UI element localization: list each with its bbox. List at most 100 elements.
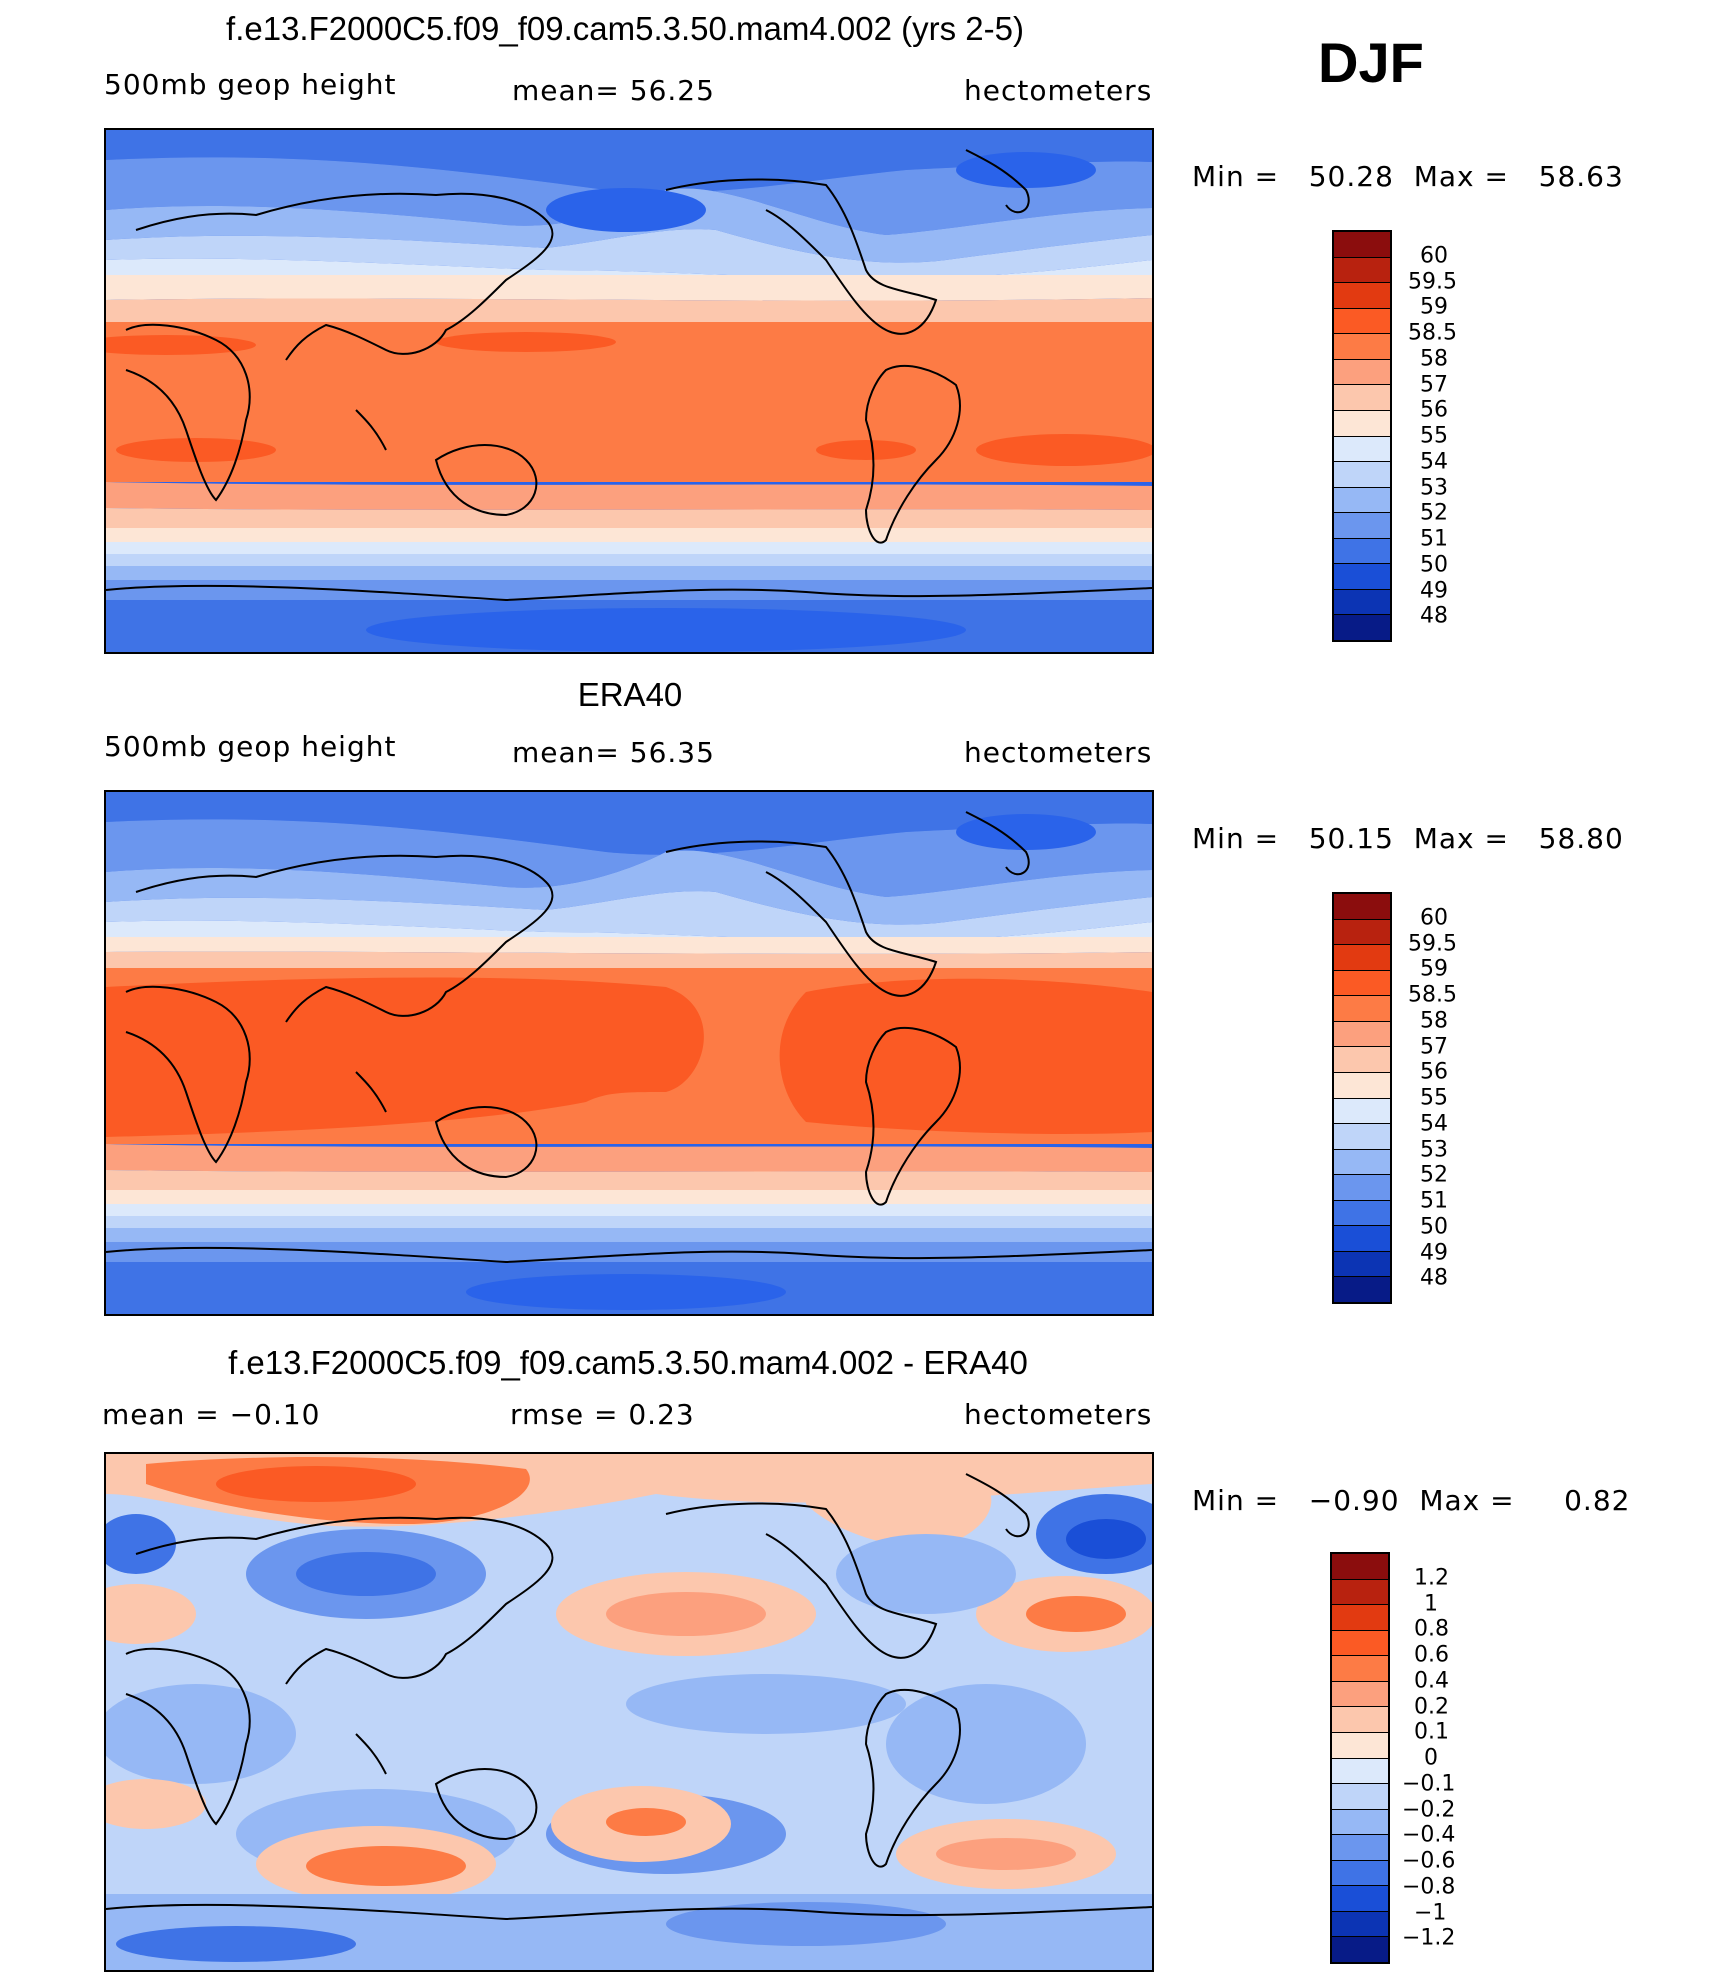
swatch [1334, 1250, 1390, 1277]
colorbar-label: 0 [1424, 1745, 1438, 1771]
swatch [1334, 563, 1390, 589]
swatch [1334, 232, 1390, 257]
swatch [1334, 944, 1390, 970]
swatch [1334, 614, 1390, 640]
panel-diff-units-label: hectometers [964, 1398, 1153, 1431]
colorbar-label: 1.2 [1414, 1565, 1449, 1591]
colorbar-label: 48 [1420, 603, 1448, 629]
colorbar-label: 55 [1420, 423, 1448, 449]
colorbar-label: 52 [1420, 1162, 1448, 1188]
swatch [1334, 588, 1390, 615]
swatch [1332, 1936, 1388, 1962]
colorbar-label: 59.5 [1408, 269, 1457, 294]
swatch [1332, 1604, 1388, 1630]
panel-model-variable-label: 500mb geop height [104, 68, 397, 101]
colorbar-label: −1 [1414, 1900, 1447, 1925]
swatch [1332, 1757, 1388, 1784]
swatch [1334, 282, 1390, 308]
colorbar-label: 60 [1420, 905, 1448, 931]
swatch [1332, 1680, 1388, 1707]
colorbar-label: 0.4 [1414, 1668, 1449, 1694]
swatch [1332, 1783, 1388, 1809]
swatch [1334, 1071, 1390, 1098]
colorbar-label: 0.1 [1414, 1719, 1449, 1745]
colorbar-label: 58 [1420, 346, 1448, 372]
swatch [1332, 1885, 1388, 1911]
swatch [1334, 461, 1390, 487]
swatch [1334, 537, 1390, 564]
swatch [1334, 333, 1390, 359]
swatch [1334, 435, 1390, 462]
panel-model-map [104, 128, 1154, 654]
swatch [1334, 1020, 1390, 1047]
swatch [1334, 1276, 1390, 1302]
colorbar-label: −0.1 [1402, 1771, 1456, 1797]
colorbar-label: 55 [1420, 1085, 1448, 1111]
colorbar-label: 1 [1424, 1591, 1438, 1616]
swatch [1334, 486, 1390, 513]
swatch [1332, 1554, 1388, 1579]
swatch [1332, 1578, 1388, 1605]
swatch [1332, 1629, 1388, 1656]
colorbar-label: 52 [1420, 500, 1448, 526]
swatch [1332, 1859, 1388, 1886]
colorbar-label: 54 [1420, 449, 1448, 475]
swatch [1332, 1808, 1388, 1835]
panel-obs-minmax: Min = 50.15 Max = 58.80 [1192, 822, 1624, 855]
colorbar-label: −0.2 [1402, 1797, 1456, 1822]
colorbar-label: 0.8 [1414, 1616, 1449, 1642]
panel-obs-units-label: hectometers [964, 736, 1153, 769]
panel-diff-contours [106, 1454, 1152, 1970]
panel-diff-title: f.e13.F2000C5.f09_f09.cam5.3.50.mam4.002… [228, 1344, 1028, 1381]
swatch [1334, 409, 1390, 436]
panel-obs-mean-label: mean= 56.35 [512, 736, 715, 769]
swatch [1334, 1148, 1390, 1175]
colorbar-label: 60 [1420, 243, 1448, 269]
panel-diff-map [104, 1452, 1154, 1972]
panel-model-minmax: Min = 50.28 Max = 58.63 [1192, 160, 1624, 193]
panel-model-title: f.e13.F2000C5.f09_f09.cam5.3.50.mam4.002… [226, 10, 1024, 47]
swatch [1334, 969, 1390, 996]
panel-diff-colorbar [1330, 1552, 1390, 1964]
panel-obs-map [104, 790, 1154, 1316]
swatch [1334, 894, 1390, 919]
colorbar-label: −0.8 [1402, 1874, 1456, 1900]
swatch [1334, 256, 1390, 283]
panel-obs-variable-label: 500mb geop height [104, 730, 397, 763]
swatch [1334, 384, 1390, 410]
panel-diff-mean-label: mean = −0.10 [102, 1398, 321, 1431]
swatch [1334, 1225, 1390, 1251]
panel-obs-title: ERA40 [577, 676, 683, 713]
swatch [1332, 1706, 1388, 1732]
colorbar-label: −0.6 [1402, 1848, 1456, 1874]
panel-obs-contours [106, 792, 1152, 1314]
colorbar-label: −1.2 [1402, 1925, 1456, 1951]
swatch [1334, 995, 1390, 1021]
swatch [1332, 1731, 1388, 1758]
colorbar-label: 51 [1420, 526, 1448, 552]
panel-model-mean-label: mean= 56.25 [512, 74, 715, 107]
panel-model-colorbar [1332, 230, 1392, 642]
colorbar-label: 48 [1420, 1265, 1448, 1291]
panel-model-units-label: hectometers [964, 74, 1153, 107]
colorbar-label: 53 [1420, 1137, 1448, 1162]
colorbar-label: 57 [1420, 1034, 1448, 1059]
swatch [1334, 512, 1390, 538]
colorbar-label: 51 [1420, 1188, 1448, 1214]
colorbar-label: 59 [1420, 294, 1448, 320]
panel-obs-colorbar [1332, 892, 1392, 1304]
colorbar-label: 0.6 [1414, 1642, 1449, 1668]
colorbar-label: 57 [1420, 372, 1448, 397]
panel-diff-minmax: Min = −0.90 Max = 0.82 [1192, 1484, 1631, 1517]
swatch [1332, 1655, 1388, 1681]
swatch [1334, 1199, 1390, 1226]
swatch [1334, 358, 1390, 385]
season-label: DJF [1318, 31, 1424, 94]
panel-model-contours [106, 130, 1152, 652]
swatch [1332, 1834, 1388, 1860]
swatch [1334, 1123, 1390, 1149]
swatch [1334, 307, 1390, 334]
swatch [1332, 1910, 1388, 1937]
colorbar-label: 54 [1420, 1111, 1448, 1137]
swatch [1334, 1097, 1390, 1124]
